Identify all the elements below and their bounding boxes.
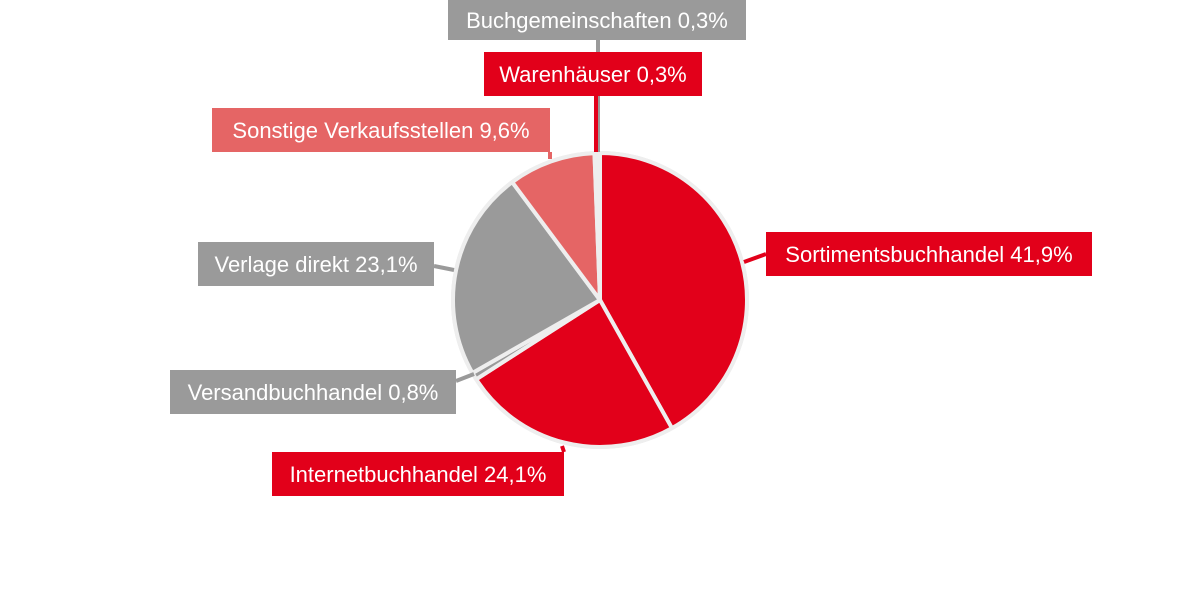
slice-label-text: Warenhäuser 0,3% — [499, 62, 687, 87]
pie-slice-verlage-direkt — [451, 180, 602, 375]
slice-label-warenhaeuser: Warenhäuser 0,3% — [484, 52, 702, 96]
slice-label-sonstige-verkaufsstellen: Sonstige Verkaufsstellen 9,6% — [212, 108, 550, 152]
leader-line-internetbuchhandel — [560, 445, 566, 453]
slice-label-buchgemeinschaften: Buchgemeinschaften 0,3% — [448, 0, 746, 40]
slice-labels: Sortimentsbuchhandel 41,9% Internetbuchha… — [170, 0, 1092, 496]
slice-label-box — [198, 242, 434, 286]
leader-line-versandbuchhandel — [455, 372, 475, 383]
slice-label-text: Versandbuchhandel 0,8% — [188, 380, 439, 405]
pie-slice-sortimentsbuchhandel — [598, 151, 749, 431]
slice-label-box — [448, 0, 746, 40]
slice-label-internetbuchhandel: Internetbuchhandel 24,1% — [272, 452, 564, 496]
slice-label-box — [212, 108, 550, 152]
pie-slice-warenhaeuser — [595, 150, 602, 302]
slice-label-verlage-direkt: Verlage direkt 23,1% — [198, 242, 434, 286]
slice-label-text: Verlage direkt 23,1% — [214, 252, 417, 277]
pie-slice-internetbuchhandel — [474, 298, 674, 449]
slice-label-box — [170, 370, 456, 414]
slice-label-text: Sortimentsbuchhandel 41,9% — [785, 242, 1072, 267]
slice-label-box — [272, 452, 564, 496]
slice-label-text: Internetbuchhandel 24,1% — [290, 462, 547, 487]
leader-line-verlage-direkt — [433, 264, 455, 272]
slice-label-text: Buchgemeinschaften 0,3% — [466, 8, 728, 33]
pie-slices — [451, 150, 749, 449]
slice-label-box — [766, 232, 1092, 276]
slice-label-text: Sonstige Verkaufsstellen 9,6% — [232, 118, 529, 143]
slice-label-box — [484, 52, 702, 96]
slice-label-sortimentsbuchhandel: Sortimentsbuchhandel 41,9% — [766, 232, 1092, 276]
slice-label-versandbuchhandel: Versandbuchhandel 0,8% — [170, 370, 456, 414]
leader-line-sortimentsbuchhandel — [743, 252, 767, 264]
